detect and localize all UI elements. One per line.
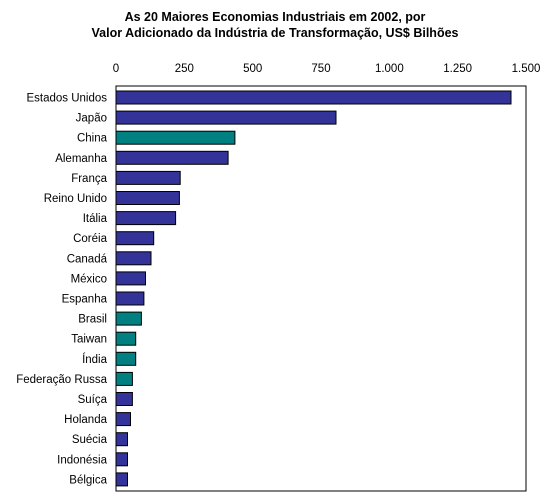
category-label: Índia — [82, 353, 108, 366]
category-label: Suíça — [78, 394, 108, 406]
category-label: Suécia — [72, 434, 108, 446]
bar — [115, 351, 137, 366]
chart-title-line-2: Valor Adicionado da Indústria de Transfo… — [92, 26, 459, 40]
bar — [115, 331, 137, 346]
bar — [115, 311, 142, 326]
bar — [115, 231, 155, 246]
bar — [115, 191, 180, 205]
category-label: Itália — [83, 213, 108, 225]
category-label: Bélgica — [69, 474, 107, 486]
category-labels: Estados Unidos Japão China Alemanha França Re… — [16, 93, 107, 487]
x-tick-label: 1.500 — [512, 63, 541, 75]
category-label: Brasil — [78, 314, 107, 326]
category-label: México — [71, 273, 107, 285]
x-tick-label: 0 — [113, 63, 119, 75]
category-label: Alemanha — [55, 153, 107, 165]
bar — [115, 412, 131, 427]
category-label: Coréia — [73, 233, 107, 245]
category-label: Taiwan — [71, 334, 107, 346]
bar — [115, 110, 337, 125]
category-label: Reino Unido — [44, 193, 107, 205]
bar — [115, 90, 512, 105]
category-label: Canadá — [67, 253, 108, 265]
bar — [115, 150, 229, 165]
bar — [115, 392, 133, 406]
category-label: Espanha — [62, 294, 108, 306]
category-label: Federação Russa — [16, 374, 107, 386]
bars — [115, 90, 512, 487]
bar — [115, 371, 133, 386]
x-tick-label: 1.250 — [443, 63, 472, 75]
bar — [115, 170, 181, 185]
category-label: Japão — [76, 113, 107, 125]
chart-title-line-1: As 20 Maiores Economias Industriais em 2… — [125, 10, 426, 24]
category-label: China — [77, 133, 108, 145]
x-tick-label: 750 — [311, 63, 330, 75]
bar — [115, 291, 145, 306]
bar — [115, 271, 146, 286]
category-label: Holanda — [64, 414, 107, 426]
plot-area — [115, 85, 527, 492]
category-label: França — [71, 173, 107, 185]
bar — [115, 211, 177, 226]
x-tick-label: 250 — [175, 63, 194, 75]
category-label: Estados Unidos — [26, 93, 107, 105]
bar — [115, 432, 128, 447]
category-label: Indonésia — [57, 454, 107, 466]
x-tick-label: 1.000 — [375, 63, 404, 75]
bar — [115, 472, 128, 487]
x-tick-label: 500 — [243, 63, 262, 75]
x-axis-ticks: 0 250 500 750 1.000 1.250 1.500 — [113, 63, 541, 75]
bar — [115, 251, 152, 266]
bar — [115, 130, 236, 145]
bar — [115, 452, 128, 467]
